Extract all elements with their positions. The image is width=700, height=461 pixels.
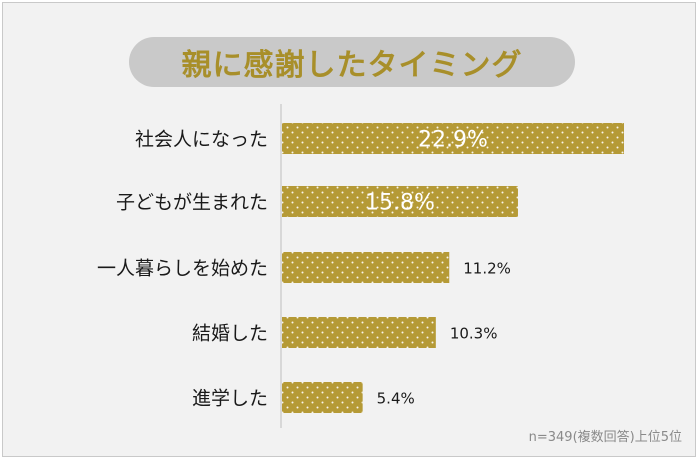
value-label: 22.9%: [418, 128, 488, 153]
bar-dot-texture: [282, 123, 624, 154]
bar-group: 社会人になった 22.9% 子どもが生まれた 15.8% 一人暮らしを始めた 11.2% 結…: [97, 123, 624, 413]
category-label: 結婚した: [192, 323, 268, 345]
category-label: 進学した: [192, 388, 268, 410]
value-label: 10.3%: [450, 325, 498, 343]
value-label: 11.2%: [463, 260, 511, 278]
value-label: 15.8%: [365, 191, 435, 216]
footnote: n=349(複数回答)上位5位: [528, 430, 682, 445]
category-label: 社会人になった: [135, 129, 268, 151]
chart-frame: 親に感謝したタイミング: [2, 2, 696, 457]
bar-dot-texture: [282, 382, 363, 413]
bar-dot-texture: [282, 186, 518, 217]
category-label: 子どもが生まれた: [116, 192, 268, 214]
bar-dot-texture: [282, 252, 450, 283]
value-label: 5.4%: [377, 390, 415, 408]
title-banner: 親に感謝したタイミング: [129, 37, 575, 87]
category-label: 一人暮らしを始めた: [97, 258, 268, 280]
bar-dot-texture: [282, 317, 436, 348]
chart-title: 親に感謝したタイミング: [181, 48, 523, 83]
